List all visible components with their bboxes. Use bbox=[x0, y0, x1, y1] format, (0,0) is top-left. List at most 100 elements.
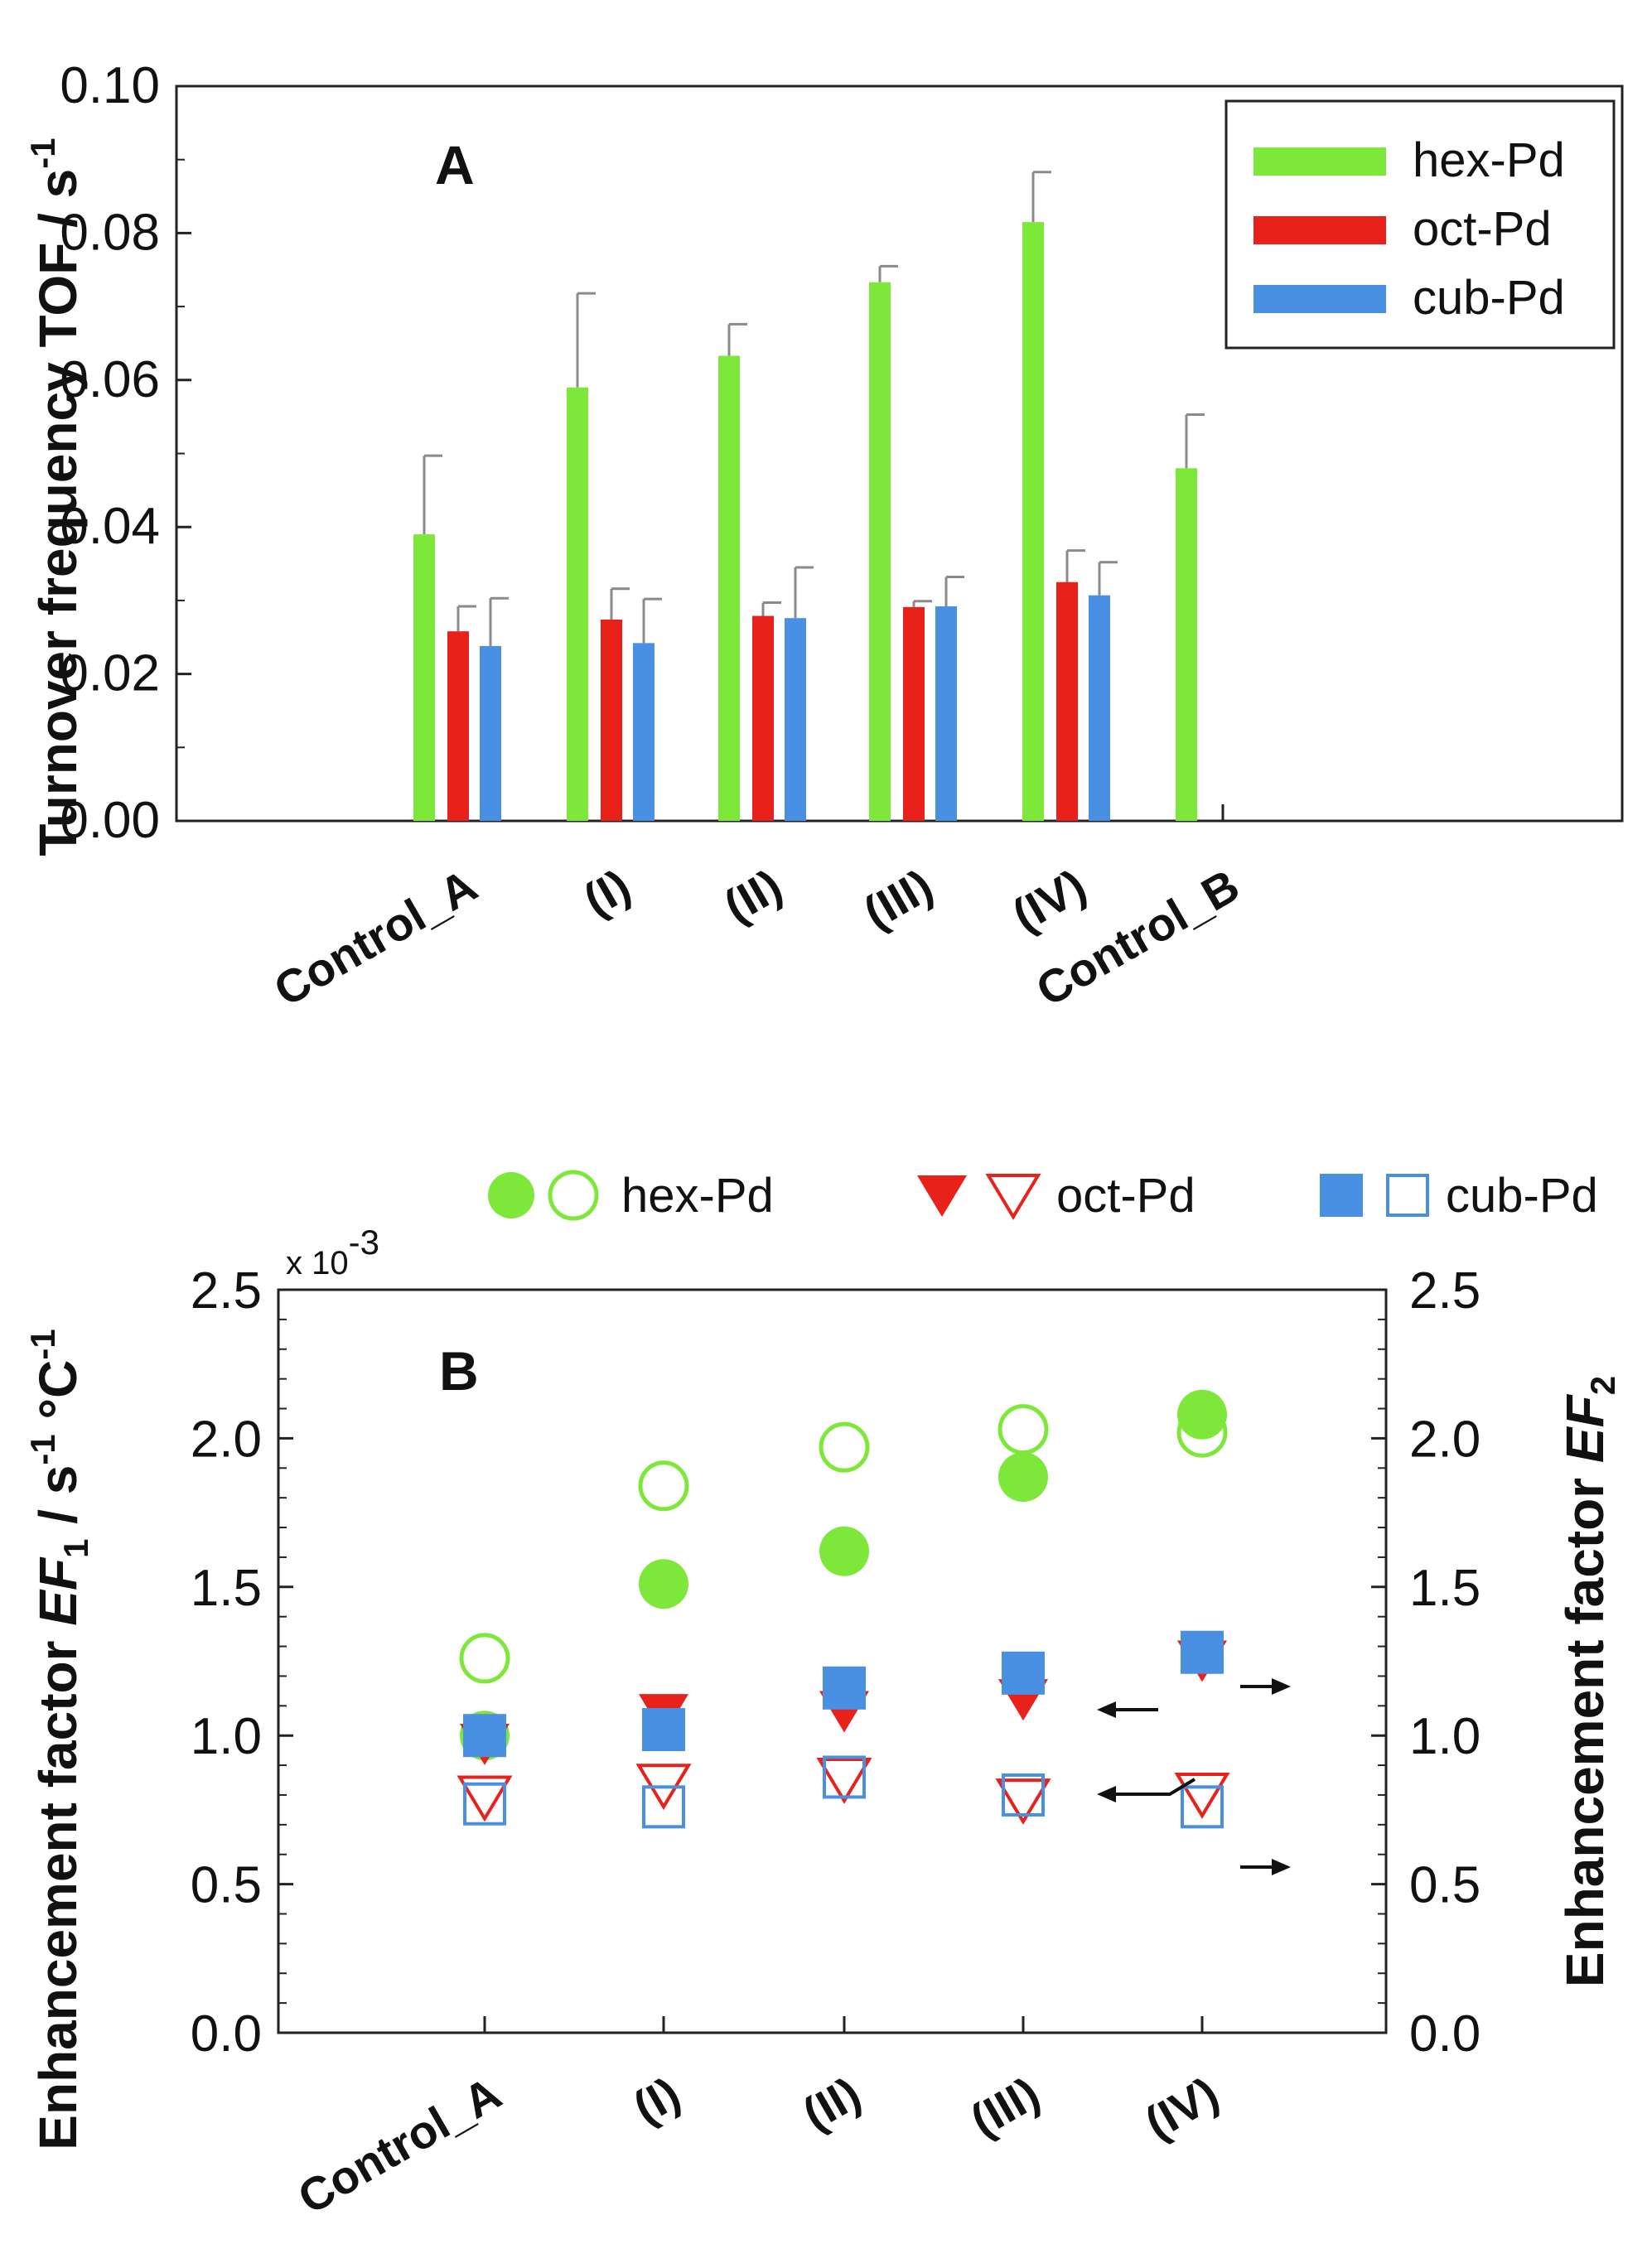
bar-cub-Pd bbox=[480, 645, 501, 821]
bar-cub-Pd bbox=[633, 643, 655, 821]
y-tick-label-right: 0.5 bbox=[1409, 1857, 1481, 1914]
legend-swatch-oct-pd bbox=[1253, 216, 1386, 244]
point-ef1-oct-Pd bbox=[995, 1778, 1051, 1826]
x-tick-label: (II) bbox=[794, 2067, 869, 2140]
panel-b-letter: B bbox=[439, 1340, 479, 1402]
bar-cub-Pd bbox=[785, 618, 806, 821]
y-tick-label-left: 1.0 bbox=[191, 1708, 262, 1765]
y-tick-label-left: 0.0 bbox=[191, 2005, 262, 2063]
point-ef1-oct-Pd bbox=[1174, 1772, 1230, 1819]
y-tick-label: 0.06 bbox=[60, 351, 160, 408]
y-tick-label-left: 2.5 bbox=[191, 1262, 262, 1320]
legend-marker-cub-pd-filled bbox=[1320, 1174, 1363, 1217]
point-ef1-hex-Pd bbox=[819, 1421, 870, 1473]
x-tick-label: (III) bbox=[855, 859, 941, 939]
bar-hex-Pd bbox=[1176, 468, 1197, 821]
point-ef2-hex-Pd bbox=[1177, 1389, 1227, 1440]
panel-a-x-tick-labels: Control_A (I) (II) (III) (IV)Control_B bbox=[265, 859, 1248, 1016]
panel-b-left-y-axis-title: Enhancement factor EF1 / s-1 °C-1 bbox=[23, 1329, 95, 2150]
y-tick-label: 0.10 bbox=[60, 57, 160, 114]
panel-b-x-tick-labels: Control_A (I) (II) (III) (IV) bbox=[289, 2067, 1227, 2224]
x-tick-label: (II) bbox=[715, 859, 790, 933]
panel-b-points bbox=[456, 1389, 1230, 1829]
panel-b: 0.0 0.0 0.5 0.5 1.0 1.0 1.5 1.5 2.0 2.0 2.5 2.5 Con… bbox=[23, 1169, 1622, 2224]
arrow-left-hex bbox=[1097, 1701, 1158, 1718]
bar-hex-Pd bbox=[718, 355, 740, 821]
panel-b-axes bbox=[277, 1288, 1388, 2034]
x-tick-label: (I) bbox=[625, 2067, 688, 2134]
point-ef2-cub-Pd bbox=[1002, 1651, 1045, 1695]
legend-item-cub-pd: cub-Pd bbox=[1253, 271, 1565, 325]
point-ef1-oct-Pd bbox=[456, 1775, 513, 1822]
legend-marker-cub-pd-open bbox=[1386, 1174, 1429, 1217]
bar-oct-Pd bbox=[752, 615, 774, 821]
legend-marker-oct-pd-filled bbox=[917, 1175, 967, 1217]
bar-hex-Pd bbox=[1022, 222, 1044, 822]
x-tick-label: (IV) bbox=[1003, 859, 1094, 942]
bar-hex-Pd bbox=[869, 282, 891, 822]
bar-hex-Pd bbox=[567, 387, 588, 821]
bar-cub-Pd bbox=[1089, 595, 1110, 821]
panel-a: 0.00 0.02 0.04 0.06 0.08 0.10 Control_A (I) (II… bbox=[23, 57, 1624, 1016]
point-ef2-cub-Pd bbox=[463, 1714, 506, 1758]
point-ef1-hex-Pd bbox=[638, 1460, 689, 1512]
panel-a-bars bbox=[413, 171, 1205, 822]
point-ef2-hex-Pd bbox=[819, 1526, 869, 1576]
panel-b-arrows bbox=[1097, 1678, 1291, 1875]
y-tick-label: 0.04 bbox=[60, 498, 160, 555]
panel-b-legend: hex-Pd oct-Pd cub-Pd bbox=[488, 1169, 1598, 1223]
panel-a-legend: hex-Pd oct-Pd cub-Pd bbox=[1225, 99, 1616, 350]
y-tick-label-right: 2.0 bbox=[1409, 1411, 1481, 1468]
legend-label-oct-pd: oct-Pd bbox=[1413, 202, 1552, 256]
point-ef2-hex-Pd bbox=[998, 1452, 1048, 1503]
y-tick-label: 0.00 bbox=[60, 792, 160, 849]
point-ef1-oct-Pd bbox=[816, 1758, 872, 1804]
x-tick-label: Control_A bbox=[289, 2067, 510, 2224]
bar-oct-Pd bbox=[447, 631, 469, 821]
legend-label-hex-pd: hex-Pd bbox=[621, 1169, 774, 1223]
point-ef1-cub-Pd bbox=[823, 1755, 866, 1799]
legend-label-cub-pd: cub-Pd bbox=[1446, 1169, 1598, 1223]
arrow-right-cub bbox=[1240, 1859, 1291, 1875]
x-tick-label: Control_A bbox=[265, 859, 485, 1016]
y-tick-label-left: 1.5 bbox=[191, 1560, 262, 1617]
legend-marker-hex-pd-filled bbox=[488, 1172, 534, 1218]
panel-b-multiplier: x 10-3 bbox=[286, 1223, 379, 1281]
point-ef2-cub-Pd bbox=[642, 1708, 685, 1752]
panel-a-y-axis-title: Turnover frequency TOF / s-1 bbox=[23, 138, 88, 856]
bar-cub-Pd bbox=[935, 606, 957, 821]
panel-a-y-tick-labels: 0.00 0.02 0.04 0.06 0.08 0.10 bbox=[60, 57, 160, 849]
legend-label-cub-pd: cub-Pd bbox=[1413, 271, 1565, 325]
point-ef1-hex-Pd bbox=[1176, 1407, 1228, 1458]
y-tick-label-left: 0.5 bbox=[191, 1857, 262, 1914]
legend-label-oct-pd: oct-Pd bbox=[1056, 1169, 1196, 1223]
legend-label-hex-pd: hex-Pd bbox=[1413, 133, 1565, 187]
arrow-right-hex bbox=[1240, 1678, 1291, 1695]
panel-a-letter: A bbox=[435, 134, 475, 195]
legend-marker-oct-pd-open bbox=[985, 1174, 1041, 1220]
bar-oct-Pd bbox=[1056, 581, 1078, 821]
legend-item-oct-pd: oct-Pd bbox=[1253, 202, 1552, 256]
point-ef1-hex-Pd bbox=[997, 1404, 1049, 1455]
y-tick-label-right: 0.0 bbox=[1409, 2005, 1481, 2063]
legend-swatch-hex-pd bbox=[1253, 147, 1386, 176]
point-ef2-hex-Pd bbox=[639, 1559, 688, 1609]
y-tick-label: 0.02 bbox=[60, 645, 160, 702]
bar-oct-Pd bbox=[601, 619, 622, 821]
x-tick-label: (I) bbox=[575, 859, 639, 926]
y-tick-label-right: 1.5 bbox=[1409, 1560, 1481, 1617]
legend-item-hex-pd: hex-Pd bbox=[1253, 133, 1565, 187]
y-tick-label-left: 2.0 bbox=[191, 1411, 262, 1468]
point-ef1-cub-Pd bbox=[1181, 1785, 1224, 1829]
x-tick-label: (IV) bbox=[1136, 2067, 1227, 2150]
y-tick-label: 0.08 bbox=[60, 204, 160, 261]
x-tick-label: (III) bbox=[962, 2067, 1048, 2147]
panel-b-right-y-axis-title: Enhancement factor EF2 bbox=[1555, 1376, 1622, 1987]
arrow-left-open bbox=[1097, 1778, 1196, 1802]
y-tick-label-right: 2.5 bbox=[1409, 1262, 1481, 1320]
point-ef2-cub-Pd bbox=[1181, 1630, 1224, 1674]
legend-marker-hex-pd-open bbox=[548, 1170, 599, 1221]
bar-oct-Pd bbox=[903, 606, 925, 821]
point-ef1-hex-Pd bbox=[459, 1633, 510, 1684]
